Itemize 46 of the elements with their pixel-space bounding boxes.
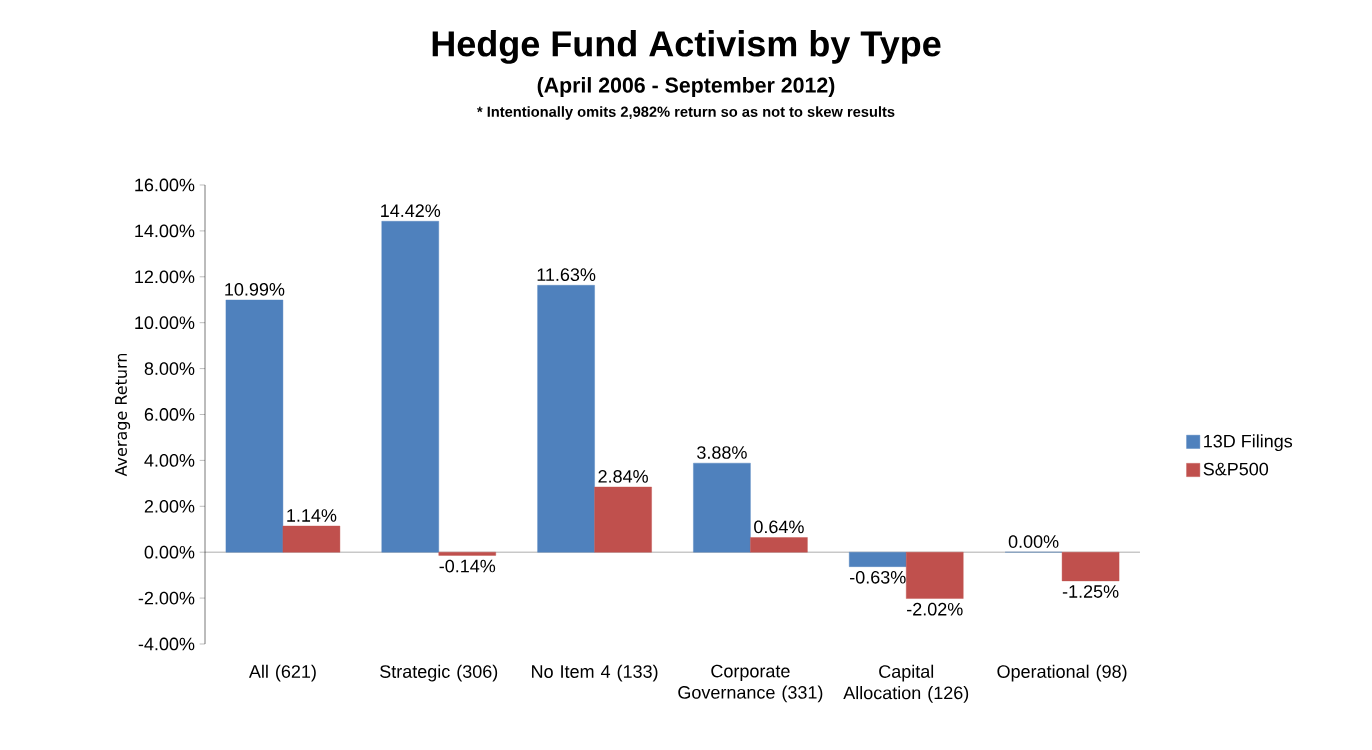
data-label: 11.63% bbox=[537, 268, 596, 282]
x-tick-label: No Item 4 (133) bbox=[532, 664, 658, 682]
y-tick-label: -4.00% bbox=[138, 637, 195, 651]
y-axis-title: Average Return bbox=[115, 353, 131, 477]
x-tick-label: Operational (98) bbox=[997, 664, 1127, 682]
bar bbox=[537, 285, 595, 553]
x-tick-label: Strategic (306) bbox=[380, 664, 498, 682]
bar bbox=[1061, 551, 1120, 582]
bar bbox=[906, 551, 964, 599]
y-tick-label: 8.00% bbox=[144, 362, 195, 375]
chart-title: Hedge Fund Activism by Type bbox=[432, 30, 941, 64]
y-tick-label: 14.00% bbox=[135, 224, 195, 238]
y-tick-label: 6.00% bbox=[144, 408, 195, 421]
bar bbox=[750, 537, 808, 553]
x-tick-label: Capital Allocation (126) bbox=[843, 664, 969, 703]
data-label: 14.42% bbox=[381, 204, 441, 217]
data-label: 1.14% bbox=[287, 509, 337, 522]
data-label: 0.64% bbox=[754, 520, 804, 534]
y-tick-label: 0.00% bbox=[144, 545, 195, 559]
bar bbox=[381, 221, 439, 553]
x-tick-label: Corporate Governance (331) bbox=[678, 664, 823, 703]
bar bbox=[282, 525, 341, 553]
bar bbox=[438, 551, 496, 556]
y-tick-label: 16.00% bbox=[135, 178, 195, 192]
data-label: -1.25% bbox=[1062, 585, 1119, 598]
data-label: 0.00% bbox=[1008, 535, 1059, 548]
data-label: -0.14% bbox=[439, 559, 496, 573]
legend-label: S&P500 bbox=[1203, 462, 1269, 476]
data-label: 10.99% bbox=[225, 282, 285, 296]
data-label: 3.88% bbox=[697, 446, 747, 459]
chart-subtitle: (April 2006 - September 2012) bbox=[537, 77, 835, 97]
y-tick-label: 4.00% bbox=[144, 454, 195, 467]
y-tick-label: 10.00% bbox=[135, 316, 195, 330]
bar bbox=[594, 486, 652, 553]
bar bbox=[693, 462, 751, 553]
legend-label: 13D Filings bbox=[1204, 434, 1293, 452]
bar bbox=[225, 299, 284, 553]
y-tick-label: -2.00% bbox=[138, 591, 195, 605]
data-label: -0.63% bbox=[850, 570, 906, 584]
bar bbox=[849, 551, 907, 567]
text: * Intentionally omits 2,982% return so as not to skew results bbox=[476, 106, 895, 120]
data-label: -2.02% bbox=[907, 602, 963, 616]
y-tick-label: 2.00% bbox=[144, 499, 195, 513]
x-tick-label: All (621) bbox=[248, 664, 316, 682]
data-label: 2.84% bbox=[598, 470, 648, 483]
y-tick-label: 12.00% bbox=[135, 270, 195, 284]
